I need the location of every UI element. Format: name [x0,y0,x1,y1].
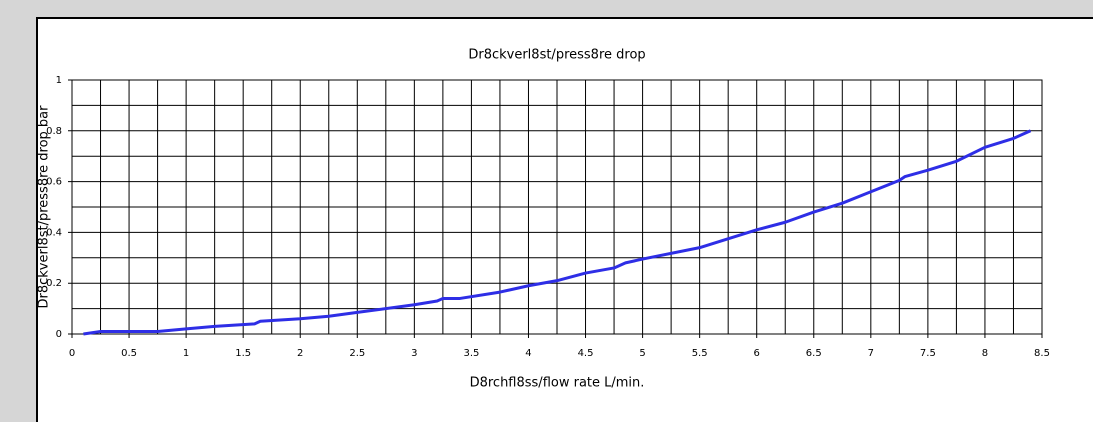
x-tick-label: 7.5 [920,348,936,359]
y-tick-label: 0.6 [46,177,62,188]
x-tick-label: 1 [183,348,189,359]
plot-frame [71,79,1043,335]
x-tick-label: 2.5 [349,348,365,359]
y-tick-label: 0.8 [46,126,62,137]
x-tick-label: 8 [982,348,988,359]
x-tick-label: 1.5 [235,348,251,359]
panel [36,17,1093,422]
x-tick-label: 3.5 [463,348,479,359]
y-tick-label: 0 [56,329,62,340]
x-tick-label: 5 [639,348,645,359]
y-tick-label: 1 [56,75,62,86]
chart-title: Dr8ckverl8st/press8re drop [468,48,645,63]
x-tick-label: 6.5 [806,348,822,359]
x-tick-label: 0.5 [121,348,137,359]
x-axis-label: D8rchfl8ss/flow rate L/min. [470,376,645,391]
x-tick-label: 5.5 [692,348,708,359]
data-line [83,129,1032,336]
y-tick-label: 0.4 [46,227,62,238]
x-tick-label: 8.5 [1034,348,1050,359]
x-tick-label: 6 [754,348,760,359]
y-tick-label: 0.2 [46,278,62,289]
y-axis-label: Dr8ckverl8st/press8re drop bar [37,105,52,309]
x-tick-label: 2 [297,348,303,359]
x-tick-label: 4.5 [578,348,594,359]
x-tick-label: 3 [411,348,417,359]
x-tick-label: 0 [69,348,75,359]
x-tick-label: 7 [868,348,874,359]
x-tick-label: 4 [525,348,531,359]
